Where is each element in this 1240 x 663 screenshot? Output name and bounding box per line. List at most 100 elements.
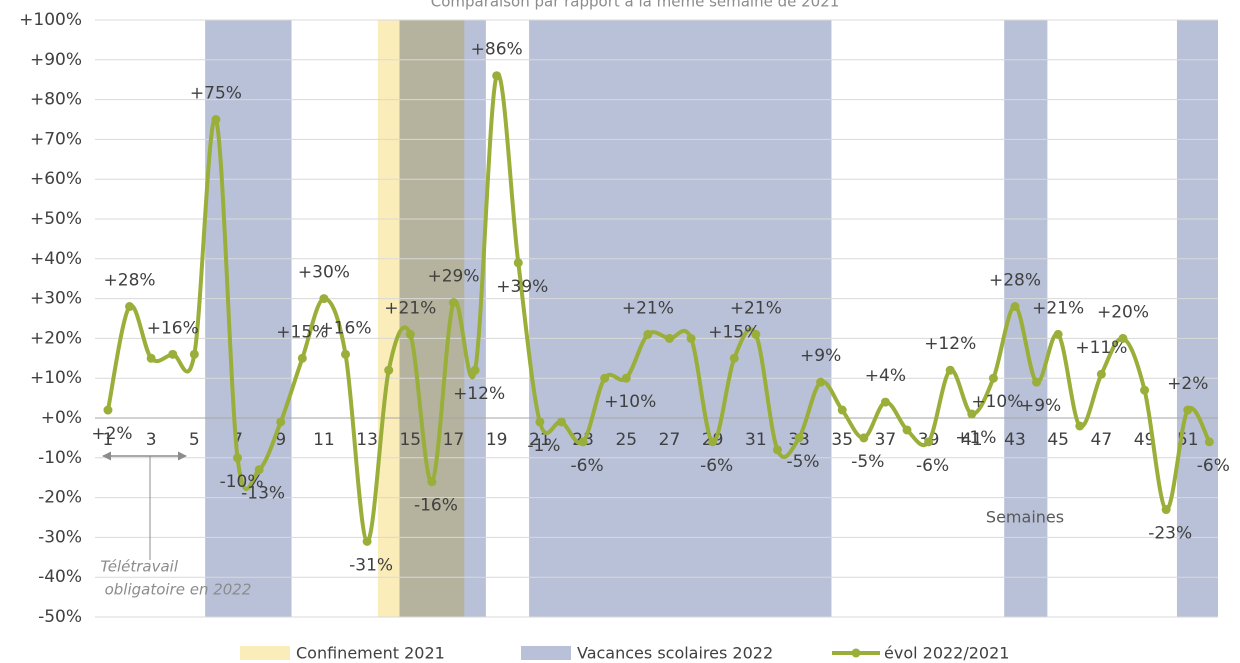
point bbox=[125, 302, 135, 312]
point bbox=[1075, 421, 1085, 431]
y-tick-label: +70% bbox=[30, 129, 82, 149]
x-tick-label: 37 bbox=[875, 430, 897, 450]
data-label: +12% bbox=[924, 334, 976, 354]
data-label: +1% bbox=[955, 428, 996, 448]
data-label: -13% bbox=[241, 484, 285, 504]
point bbox=[924, 437, 934, 447]
point bbox=[168, 349, 178, 359]
data-label: -23% bbox=[1148, 524, 1192, 544]
legend-label: Vacances scolaires 2022 bbox=[577, 644, 773, 663]
point bbox=[405, 329, 415, 339]
data-label: -5% bbox=[851, 452, 884, 472]
data-label: +15% bbox=[708, 322, 760, 342]
point bbox=[1032, 377, 1042, 387]
point bbox=[427, 477, 437, 487]
data-label: -5% bbox=[786, 452, 819, 472]
x-tick-label: 19 bbox=[486, 430, 508, 450]
x-tick-label: 35 bbox=[831, 430, 853, 450]
y-tick-label: +100% bbox=[19, 10, 82, 30]
y-tick-label: +20% bbox=[30, 328, 82, 348]
band bbox=[1004, 20, 1048, 617]
point bbox=[686, 333, 696, 343]
legend-swatch bbox=[521, 646, 571, 660]
point bbox=[664, 333, 674, 343]
point bbox=[643, 329, 653, 339]
point bbox=[880, 397, 890, 407]
point bbox=[1010, 302, 1020, 312]
point bbox=[751, 329, 761, 339]
band bbox=[1176, 20, 1218, 617]
data-label: +75% bbox=[190, 84, 242, 104]
point bbox=[470, 365, 480, 375]
point bbox=[945, 365, 955, 375]
y-tick-label: +80% bbox=[30, 90, 82, 110]
legend-label: évol 2022/2021 bbox=[884, 644, 1009, 663]
data-label: -6% bbox=[700, 456, 733, 476]
point bbox=[794, 433, 804, 443]
data-label: -6% bbox=[916, 456, 949, 476]
band bbox=[205, 20, 292, 617]
data-label: +12% bbox=[453, 384, 505, 404]
x-tick-label: 21 bbox=[529, 430, 551, 450]
point bbox=[600, 373, 610, 383]
data-label: +4% bbox=[865, 366, 906, 386]
y-tick-label: +50% bbox=[30, 209, 82, 229]
legend-swatch bbox=[240, 646, 290, 660]
point bbox=[211, 115, 221, 124]
x-tick-label: 11 bbox=[313, 430, 335, 450]
x-tick-label: 31 bbox=[745, 430, 767, 450]
point bbox=[988, 373, 998, 383]
point bbox=[837, 405, 847, 415]
data-label: -31% bbox=[349, 555, 393, 575]
band bbox=[529, 20, 832, 617]
y-tick-label: +90% bbox=[30, 50, 82, 70]
point bbox=[578, 437, 588, 447]
point bbox=[341, 349, 351, 359]
point bbox=[384, 365, 394, 375]
data-label: +11% bbox=[1075, 338, 1127, 358]
data-label: +10% bbox=[971, 392, 1023, 412]
x-tick-label: 13 bbox=[356, 430, 378, 450]
point bbox=[816, 377, 826, 387]
point bbox=[492, 71, 502, 81]
point bbox=[859, 433, 869, 443]
point bbox=[276, 417, 286, 427]
x-axis-label: Semaines bbox=[986, 508, 1064, 527]
data-label: +15% bbox=[276, 322, 328, 342]
grid: -50% -40% -30% -20% -10% +0% +10% +20% +30% +40% +… bbox=[19, 10, 1218, 627]
point bbox=[254, 465, 264, 475]
point bbox=[297, 353, 307, 363]
band bbox=[399, 20, 486, 617]
data-label: +16% bbox=[147, 318, 199, 338]
x-tick-label: 1 bbox=[103, 430, 114, 450]
data-label: +21% bbox=[1032, 298, 1084, 318]
point bbox=[708, 437, 718, 447]
data-label: +10% bbox=[604, 392, 656, 412]
point bbox=[233, 453, 243, 463]
legend-label: Confinement 2021 bbox=[296, 644, 445, 663]
y-tick-label: -40% bbox=[38, 567, 82, 587]
point bbox=[1096, 369, 1106, 379]
point bbox=[967, 409, 977, 419]
x-tick-label: 9 bbox=[275, 430, 286, 450]
point bbox=[319, 294, 329, 304]
y-tick-label: +60% bbox=[30, 169, 82, 189]
x-tick-label: 3 bbox=[146, 430, 157, 450]
data-label: +28% bbox=[989, 271, 1041, 291]
point bbox=[902, 425, 912, 435]
point bbox=[513, 258, 523, 268]
x-tick-label: 45 bbox=[1047, 430, 1069, 450]
data-label: +2% bbox=[91, 424, 132, 444]
x-tick-label: 41 bbox=[961, 430, 983, 450]
y-tick-label: +0% bbox=[41, 408, 82, 428]
data-label: -1% bbox=[527, 436, 560, 456]
data-label: +21% bbox=[730, 298, 782, 318]
point bbox=[1053, 329, 1063, 339]
data-label: +30% bbox=[298, 263, 350, 283]
annotation: obligatoire en 2022 bbox=[105, 581, 252, 599]
data-label: +21% bbox=[384, 298, 436, 318]
y-tick-label: +10% bbox=[30, 368, 82, 388]
point bbox=[1204, 437, 1214, 447]
point bbox=[146, 353, 156, 363]
